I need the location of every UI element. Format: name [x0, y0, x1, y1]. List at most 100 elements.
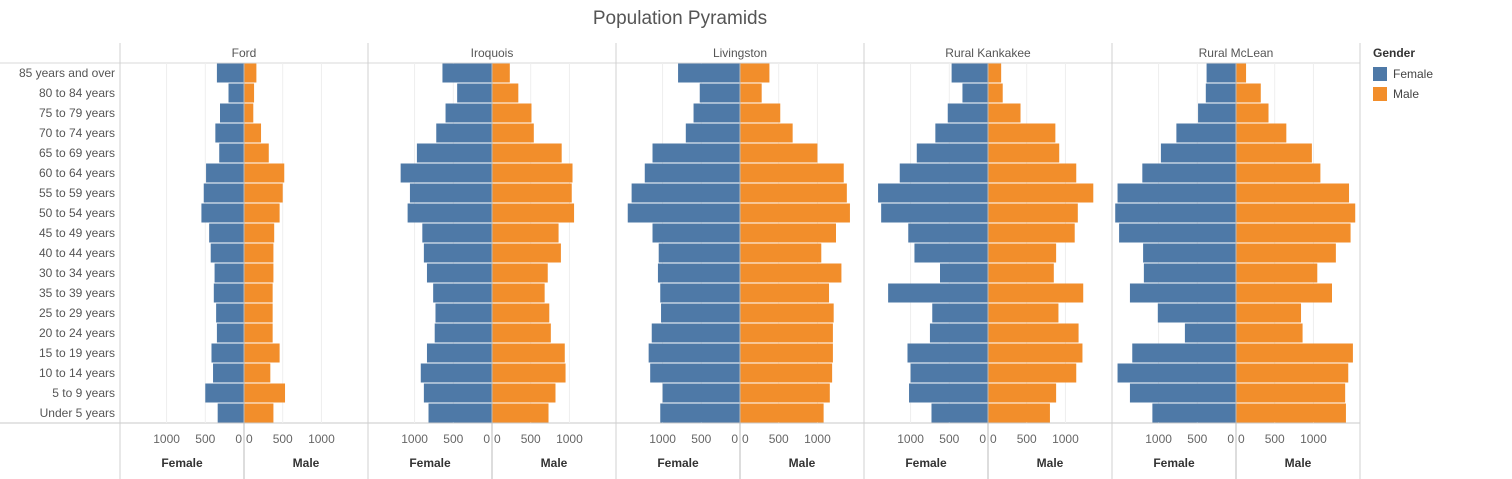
male-bar	[988, 243, 1057, 263]
male-bar	[244, 63, 257, 83]
male-bar	[492, 183, 572, 203]
tick-label: 500	[939, 432, 959, 446]
female-bar	[660, 283, 740, 303]
female-bar	[445, 103, 492, 123]
female-bar	[420, 363, 492, 383]
category-label: 55 to 59 years	[39, 186, 115, 200]
axis-title-male: Male	[1285, 456, 1312, 470]
female-bar	[203, 183, 244, 203]
male-bar	[244, 183, 283, 203]
tick-label: 500	[691, 432, 711, 446]
tick-label: 1000	[153, 432, 180, 446]
female-bar	[652, 143, 740, 163]
axis-title-female: Female	[161, 456, 203, 470]
male-bar	[1236, 363, 1349, 383]
category-label: 30 to 34 years	[39, 266, 115, 280]
female-bar	[910, 363, 988, 383]
male-bar	[988, 403, 1050, 423]
male-bar	[740, 203, 850, 223]
legend-swatch-female	[1373, 67, 1387, 81]
category-label: Under 5 years	[40, 406, 115, 420]
male-bar	[492, 243, 561, 263]
male-bar	[740, 283, 830, 303]
tick-label: 500	[1017, 432, 1037, 446]
tick-label: 1000	[1300, 432, 1327, 446]
female-bar	[1143, 263, 1236, 283]
male-bar	[244, 163, 285, 183]
female-bar	[1205, 83, 1236, 103]
male-bar	[988, 83, 1003, 103]
male-bar	[492, 123, 534, 143]
male-bar	[492, 343, 565, 363]
female-bar	[216, 63, 244, 83]
legend-item-male[interactable]: Male	[1373, 84, 1433, 104]
female-bar	[210, 243, 244, 263]
male-bar	[988, 223, 1075, 243]
male-bar	[244, 243, 274, 263]
female-bar	[1143, 243, 1236, 263]
female-bar	[658, 243, 740, 263]
category-label: 10 to 14 years	[39, 366, 115, 380]
axis-title-female: Female	[657, 456, 699, 470]
male-bar	[1236, 103, 1269, 123]
tick-label: 500	[443, 432, 463, 446]
female-bar	[657, 263, 740, 283]
male-bar	[740, 383, 830, 403]
category-label: 40 to 44 years	[39, 246, 115, 260]
axis-title-female: Female	[905, 456, 947, 470]
female-bar	[909, 383, 988, 403]
female-bar	[423, 243, 492, 263]
male-bar	[492, 363, 566, 383]
female-bar	[1184, 323, 1236, 343]
female-bar	[1176, 123, 1236, 143]
female-bar	[650, 363, 740, 383]
tick-label: 0	[990, 432, 997, 446]
male-bar	[244, 323, 273, 343]
legend-item-female[interactable]: Female	[1373, 64, 1433, 84]
female-bar	[644, 163, 740, 183]
male-bar	[1236, 83, 1261, 103]
male-bar	[1236, 303, 1302, 323]
female-bar	[685, 123, 740, 143]
male-bar	[1236, 223, 1351, 243]
axis-title-male: Male	[541, 456, 568, 470]
female-bar	[1129, 383, 1236, 403]
female-bar	[1206, 63, 1236, 83]
female-bar	[947, 103, 988, 123]
male-bar	[244, 103, 254, 123]
female-bar	[899, 163, 988, 183]
female-bar	[1117, 183, 1236, 203]
tick-label: 1000	[1052, 432, 1079, 446]
male-bar	[244, 143, 269, 163]
female-bar	[435, 303, 492, 323]
tick-label: 500	[1187, 432, 1207, 446]
female-bar	[1129, 283, 1236, 303]
female-bar	[422, 223, 492, 243]
female-bar	[907, 343, 988, 363]
male-bar	[244, 283, 273, 303]
male-bar	[244, 383, 286, 403]
tick-label: 0	[1227, 432, 1234, 446]
male-bar	[740, 263, 842, 283]
male-bar	[1236, 183, 1350, 203]
legend: Gender Female Male	[1373, 46, 1433, 104]
male-bar	[492, 143, 562, 163]
category-label: 5 to 9 years	[52, 386, 115, 400]
female-bar	[929, 323, 988, 343]
female-bar	[1152, 403, 1236, 423]
male-bar	[740, 243, 822, 263]
male-bar	[740, 343, 833, 363]
male-bar	[244, 403, 274, 423]
category-label: 25 to 29 years	[39, 306, 115, 320]
tick-label: 1000	[556, 432, 583, 446]
tick-label: 500	[273, 432, 293, 446]
tick-label: 0	[494, 432, 501, 446]
male-bar	[1236, 343, 1353, 363]
male-bar	[1236, 123, 1287, 143]
tick-label: 0	[742, 432, 749, 446]
male-bar	[1236, 203, 1356, 223]
female-bar	[662, 383, 740, 403]
male-bar	[244, 343, 280, 363]
female-bar	[648, 343, 740, 363]
